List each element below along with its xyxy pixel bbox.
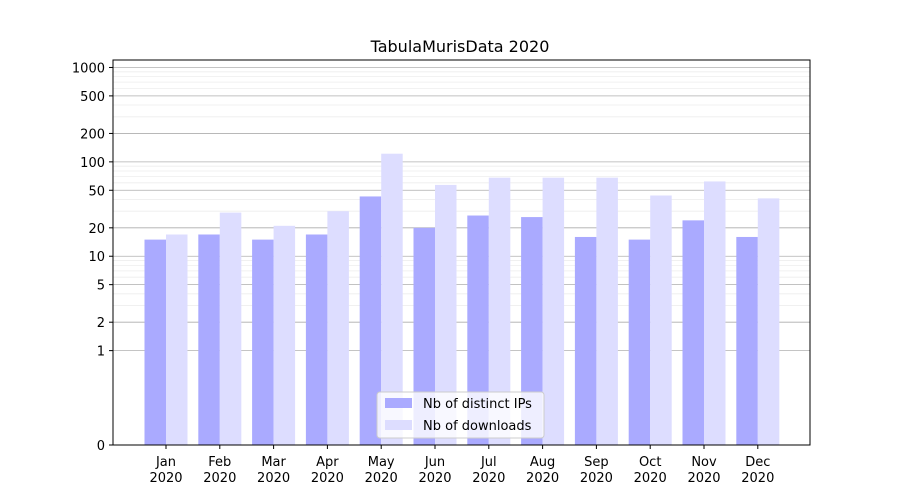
bar-distinct-ips: [574, 236, 597, 445]
y-tick-label: 10: [88, 250, 105, 265]
x-tick-label-year: 2020: [149, 471, 182, 486]
x-tick-label-month: Jan: [155, 455, 176, 470]
x-tick-label-month: Apr: [316, 455, 339, 470]
x-tick-label-year: 2020: [257, 471, 290, 486]
bar-downloads: [650, 195, 672, 445]
legend-swatch-downloads: [385, 420, 412, 430]
x-tick-label-month: Oct: [639, 455, 661, 470]
y-tick-label: 100: [80, 156, 105, 171]
y-tick-label: 500: [80, 90, 105, 105]
y-tick-label: 2: [97, 316, 105, 331]
chart-title: TabulaMurisData 2020: [370, 37, 550, 56]
bar-downloads: [704, 181, 726, 445]
legend: Nb of distinct IPs Nb of downloads: [376, 391, 545, 439]
x-axis-ticks: Jan2020Feb2020Mar2020Apr2020May2020Jun20…: [149, 445, 774, 486]
bar-distinct-ips: [628, 239, 651, 445]
x-tick-label-year: 2020: [634, 471, 667, 486]
bar-downloads: [435, 184, 457, 446]
x-tick-label-year: 2020: [687, 471, 720, 486]
bar-distinct-ips: [736, 236, 758, 445]
x-tick-label-year: 2020: [741, 471, 774, 486]
legend-swatch-distinct-ips: [385, 398, 412, 408]
y-tick-label: 1000: [72, 61, 105, 76]
legend-label-downloads: Nb of downloads: [423, 419, 532, 434]
bar-distinct-ips: [521, 217, 543, 445]
y-tick-label: 50: [88, 184, 105, 199]
bar-downloads: [488, 177, 511, 446]
x-tick-label-month: Sep: [584, 455, 609, 470]
bar-distinct-ips: [198, 234, 220, 445]
bars: [144, 153, 780, 446]
plot-frame: [112, 59, 811, 446]
y-tick-label: 0: [97, 439, 105, 454]
bar-downloads: [219, 212, 242, 445]
x-tick-label-month: May: [368, 455, 395, 470]
bar-downloads: [327, 211, 349, 445]
x-tick-label-month: Feb: [208, 455, 231, 470]
x-tick-label-month: Jun: [424, 455, 445, 470]
legend-box: [376, 391, 545, 439]
bar-downloads: [273, 225, 296, 445]
x-tick-label-year: 2020: [203, 471, 236, 486]
bar-distinct-ips: [305, 234, 328, 445]
x-tick-label-year: 2020: [472, 471, 505, 486]
legend-label-distinct-ips: Nb of distinct IPs: [423, 397, 532, 412]
x-tick-label-month: Nov: [691, 455, 717, 470]
bar-distinct-ips: [359, 196, 382, 445]
x-tick-label-year: 2020: [311, 471, 344, 486]
bar-distinct-ips: [682, 220, 704, 445]
y-tick-label: 5: [97, 279, 105, 294]
x-tick-label-year: 2020: [365, 471, 398, 486]
x-tick-label-year: 2020: [580, 471, 613, 486]
y-tick-label: 1: [97, 345, 105, 360]
bar-distinct-ips: [413, 227, 435, 445]
bar-downloads: [381, 153, 403, 445]
y-axis-ticks: 0 1 2 5 10 20 50 100 200 500 1000: [72, 61, 113, 454]
y-tick-label: 200: [80, 127, 105, 142]
bar-distinct-ips: [467, 215, 489, 445]
bar-downloads: [596, 177, 618, 446]
bar-downloads: [542, 177, 565, 446]
x-tick-label-month: Dec: [745, 455, 770, 470]
x-tick-label-month: Jul: [480, 455, 497, 470]
bar-downloads: [757, 198, 780, 445]
y-tick-label: 20: [88, 222, 105, 237]
x-tick-label-year: 2020: [418, 471, 451, 486]
x-tick-label-year: 2020: [526, 471, 559, 486]
bar-distinct-ips: [144, 239, 166, 445]
x-tick-label-month: Aug: [530, 455, 555, 470]
bar-distinct-ips: [252, 239, 274, 445]
bar-downloads: [166, 234, 188, 445]
x-tick-label-month: Mar: [261, 455, 286, 470]
